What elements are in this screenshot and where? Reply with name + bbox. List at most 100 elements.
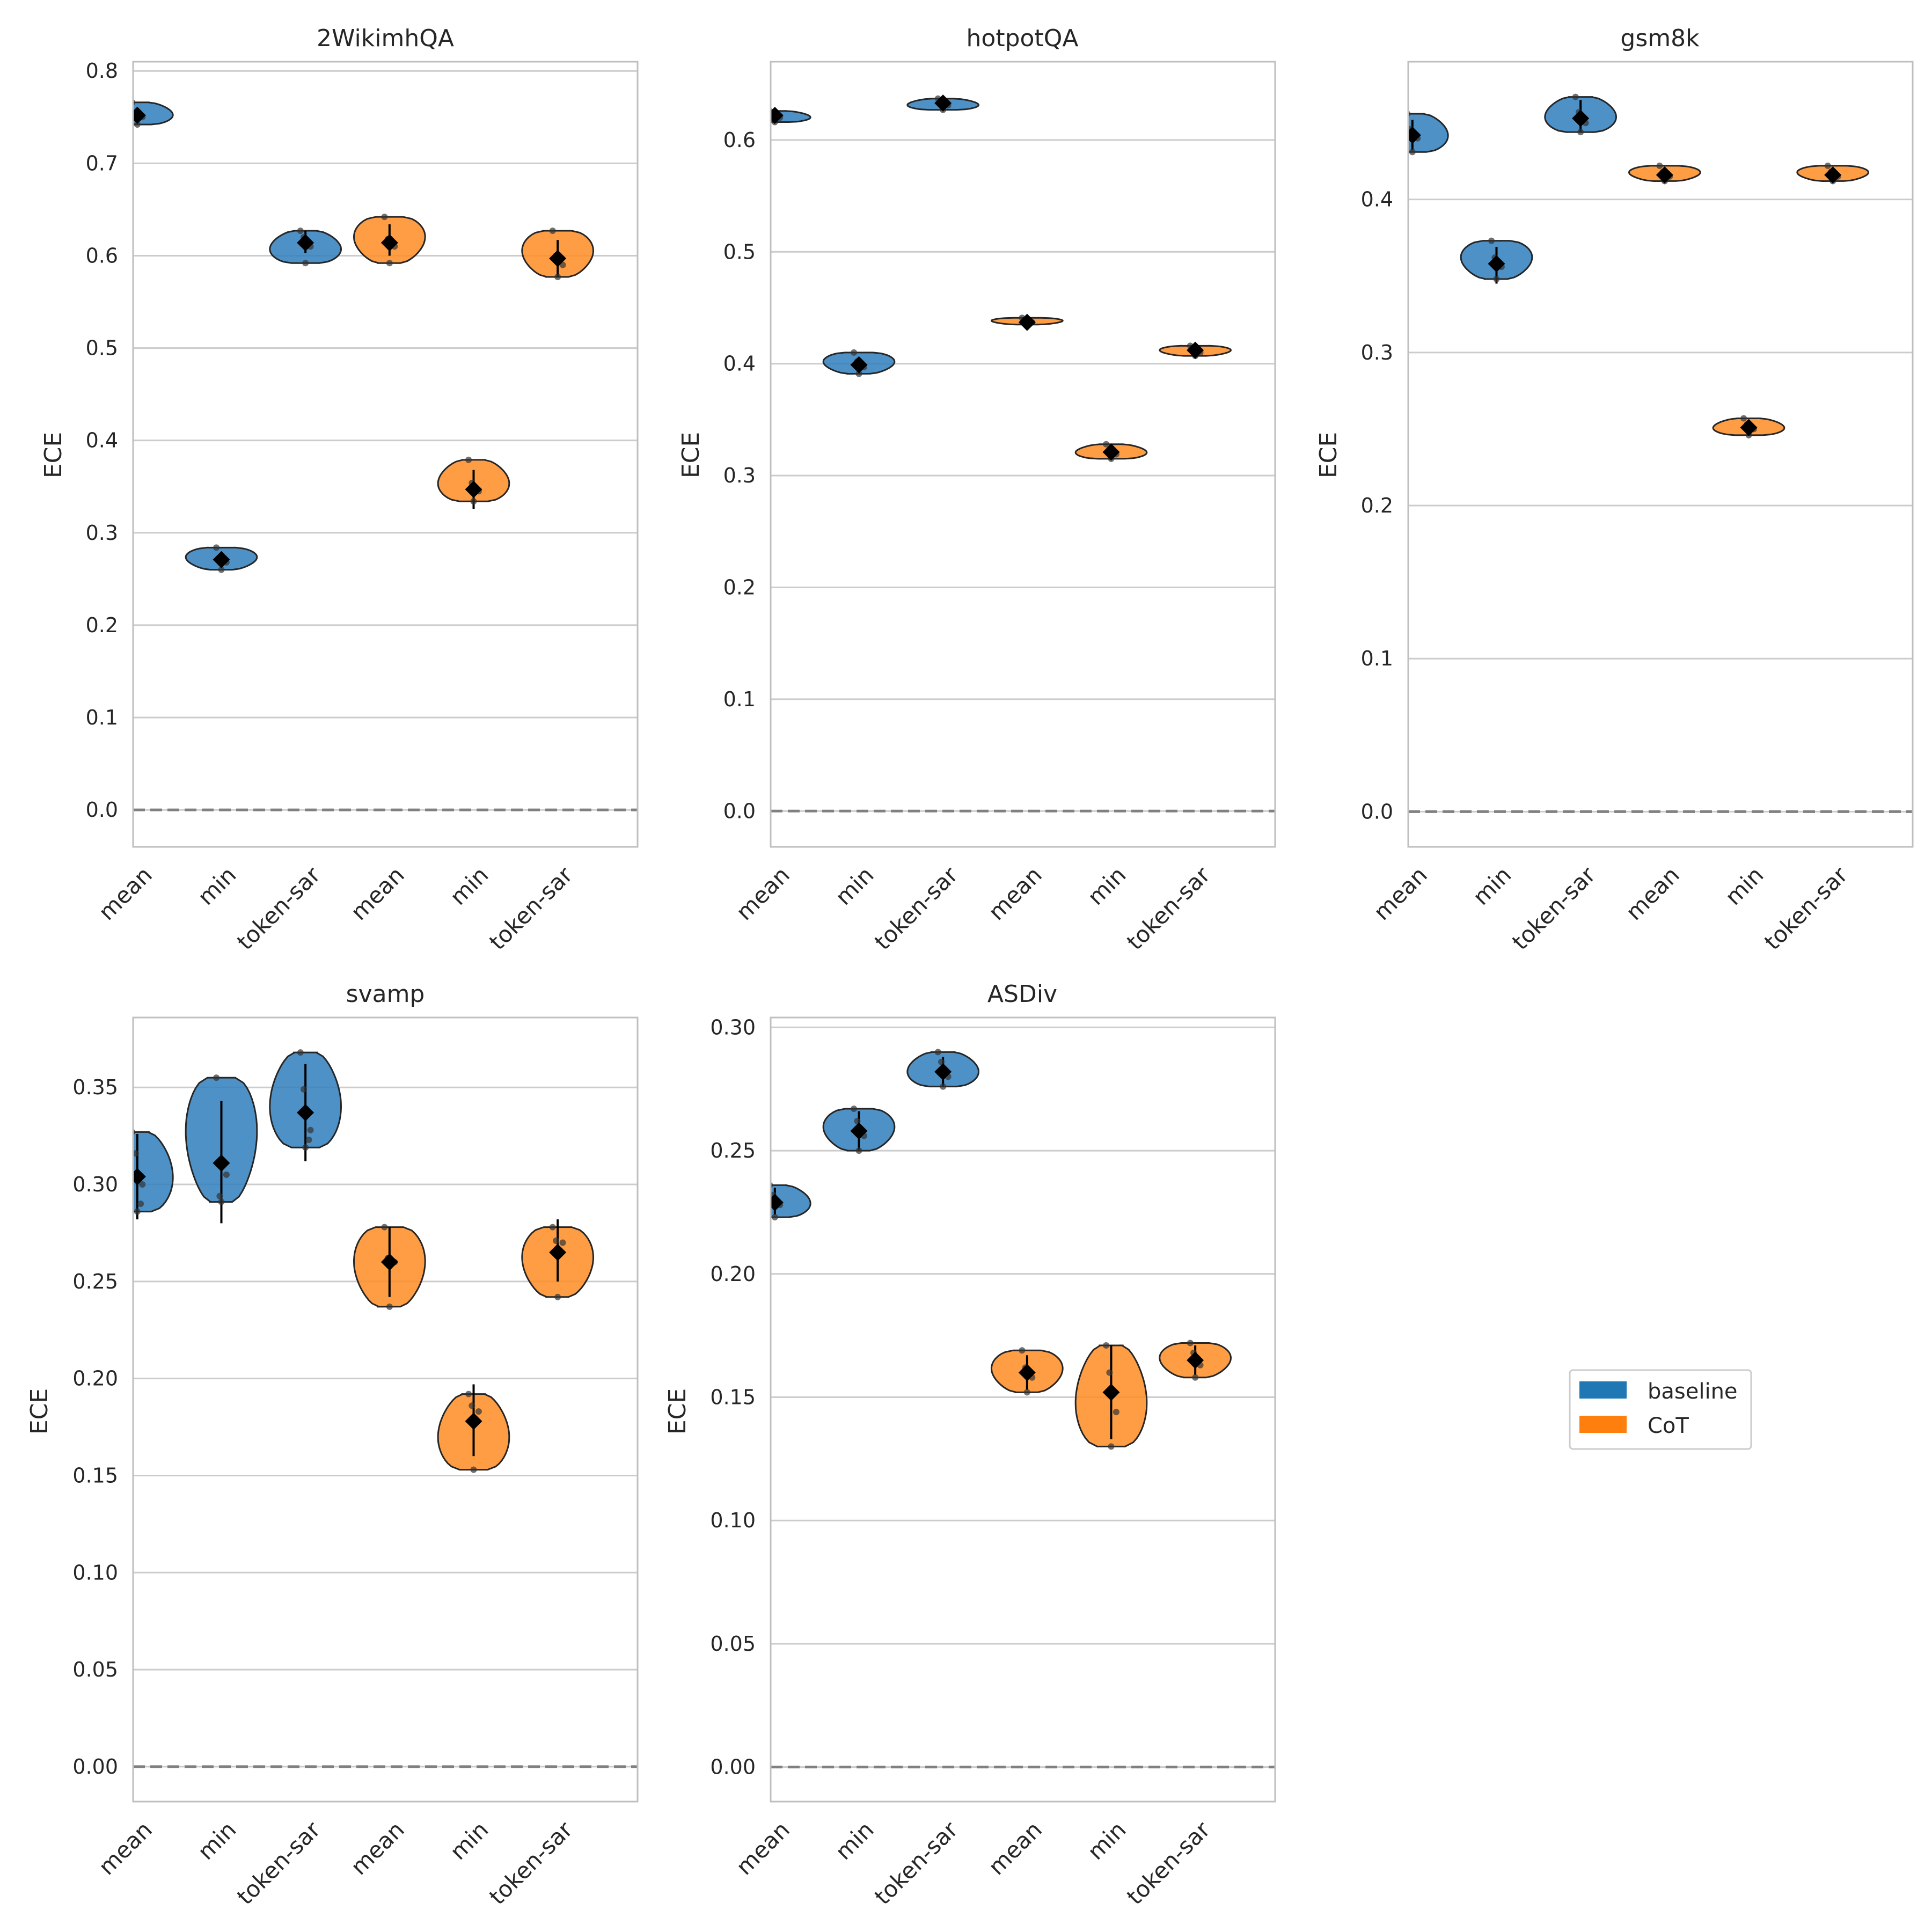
data-point [469, 1402, 475, 1409]
legend-label-baseline: baseline [1648, 1379, 1738, 1404]
y-tick-label: 0.15 [710, 1386, 756, 1409]
legend-swatch-baseline [1579, 1381, 1627, 1399]
mean-marker [1018, 313, 1036, 331]
data-point [297, 1049, 304, 1056]
y-tick-label: 0.7 [86, 151, 118, 175]
data-point [1108, 1443, 1115, 1450]
violins [133, 1049, 595, 1473]
y-axis-label: ECE [40, 432, 67, 478]
data-point [554, 1293, 561, 1300]
data-point [1103, 1342, 1110, 1349]
mean-marker [465, 1413, 482, 1430]
violins [771, 1049, 1232, 1450]
mean-marker [1740, 419, 1758, 436]
y-axis-label: ECE [26, 1388, 53, 1435]
data-point [381, 1224, 388, 1231]
y-tick-label: 0.8 [86, 59, 118, 83]
data-point [934, 1049, 941, 1056]
data-point [1824, 162, 1831, 169]
axes-frame [132, 61, 639, 848]
axes-frame [770, 61, 1276, 848]
data-point [1493, 275, 1500, 282]
axes-frame [132, 1016, 639, 1803]
data-point [1740, 415, 1747, 422]
y-tick-label: 0.0 [1361, 800, 1393, 823]
mean-marker [297, 234, 314, 252]
y-tick-label: 0.4 [1361, 188, 1393, 211]
y-tick-label: 0.4 [723, 352, 756, 376]
mean-marker [1824, 166, 1842, 184]
data-point [1187, 1340, 1194, 1346]
y-tick-label: 0.3 [723, 464, 756, 487]
mean-marker [1187, 1351, 1204, 1369]
panel-title: svamp [346, 980, 425, 1008]
mean-marker [380, 1253, 398, 1271]
data-point [297, 227, 304, 234]
y-tick-label: 0.0 [723, 799, 756, 823]
y-tick-label: 0.00 [710, 1755, 756, 1779]
mean-marker [1572, 109, 1590, 127]
data-point [1488, 237, 1495, 244]
mean-marker [1187, 341, 1204, 359]
data-point [216, 1192, 223, 1199]
data-point [1656, 162, 1663, 169]
y-tick-label: 0.00 [72, 1755, 118, 1779]
data-point [851, 1105, 858, 1112]
mean-marker [850, 1122, 868, 1140]
data-point [218, 1198, 225, 1205]
data-point [470, 498, 477, 505]
data-point [1577, 129, 1584, 136]
data-point [465, 456, 472, 463]
mean-marker [133, 1168, 146, 1185]
data-point [305, 1136, 312, 1143]
data-point [549, 1224, 556, 1231]
data-point [1103, 441, 1110, 448]
y-tick-label: 0.20 [72, 1367, 118, 1391]
data-point [133, 1150, 139, 1157]
y-tick-label: 0.30 [710, 1015, 756, 1039]
y-tick-label: 0.2 [723, 576, 756, 599]
mean-marker [1102, 1384, 1120, 1401]
mean-marker [1488, 255, 1505, 273]
data-point [1572, 93, 1579, 100]
legend: baseline CoT [1569, 1369, 1752, 1450]
data-point [301, 1086, 308, 1093]
violins [1408, 93, 1870, 438]
y-axis-label: ECE [664, 1388, 691, 1435]
legend-swatch-cot [1579, 1416, 1627, 1433]
data-point [1023, 1389, 1030, 1396]
mean-marker [549, 1243, 567, 1261]
y-tick-label: 0.3 [86, 521, 118, 545]
mean-marker [213, 551, 230, 568]
y-tick-label: 0.30 [72, 1173, 118, 1196]
mean-marker [934, 1063, 952, 1081]
y-axis-label: ECE [1315, 432, 1342, 478]
panel-title: 2WikimhQA [317, 25, 454, 52]
y-tick-label: 0.1 [86, 706, 118, 729]
mean-marker [297, 1104, 314, 1122]
data-point [137, 1201, 144, 1208]
data-point [771, 1214, 778, 1221]
data-point [1409, 149, 1416, 156]
y-tick-label: 0.2 [86, 613, 118, 637]
y-tick-label: 0.1 [1361, 647, 1393, 670]
mean-marker [850, 356, 868, 374]
mean-marker [1656, 166, 1673, 184]
y-tick-label: 0.4 [86, 429, 118, 452]
y-tick-label: 0.05 [72, 1658, 118, 1681]
data-point [134, 121, 141, 128]
mean-marker [133, 106, 146, 124]
y-tick-label: 0.3 [1361, 341, 1393, 364]
y-tick-label: 0.10 [72, 1561, 118, 1584]
violins [133, 99, 595, 573]
data-point [1019, 1347, 1026, 1354]
mean-marker [1102, 443, 1120, 461]
y-tick-label: 0.6 [723, 128, 756, 152]
data-point [381, 214, 388, 221]
mean-marker [465, 480, 482, 498]
y-tick-label: 0.1 [723, 687, 756, 711]
y-tick-label: 0.0 [86, 798, 118, 822]
y-tick-label: 0.5 [86, 336, 118, 360]
axes-frame [1407, 61, 1914, 848]
data-point [139, 1181, 146, 1188]
